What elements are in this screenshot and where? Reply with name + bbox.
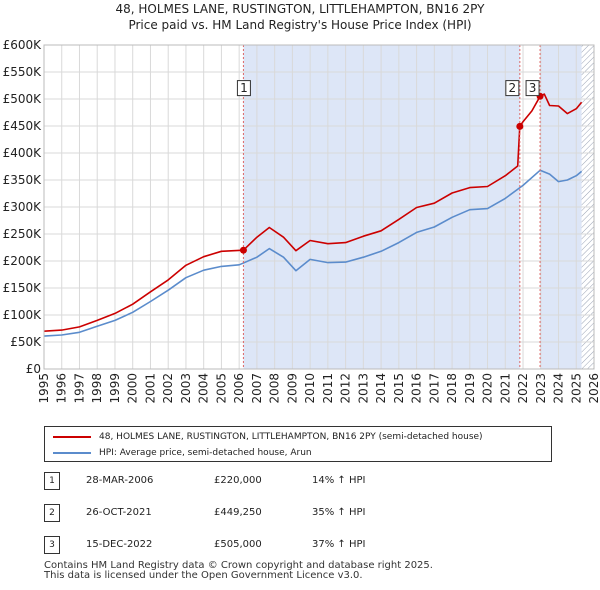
sale-row: 3 15-DEC-2022 £505,000 37% ↑ HPI	[0, 536, 600, 556]
x-tick-label: 2023	[534, 373, 548, 404]
sale-price: £505,000	[214, 539, 262, 550]
y-tick-label: £0	[26, 362, 41, 376]
x-tick-label: 2003	[179, 373, 193, 404]
x-tick-label: 1998	[90, 373, 104, 404]
sale-price: £220,000	[214, 475, 262, 486]
x-tick-label: 2021	[498, 373, 512, 404]
x-tick-label: 2004	[197, 373, 211, 404]
footer-licence: This data is licensed under the Open Gov…	[44, 570, 363, 581]
legend-swatch-hpi	[53, 452, 91, 454]
y-tick-label: £450K	[3, 119, 43, 133]
x-tick-label: 2002	[161, 373, 175, 404]
x-tick-label: 1997	[72, 373, 86, 404]
x-tick-label: 2026	[587, 373, 600, 404]
y-tick-label: £50K	[10, 335, 42, 349]
x-tick-label: 2014	[374, 373, 388, 404]
y-tick-label: £250K	[3, 227, 43, 241]
sale-number-badge: 3	[44, 536, 60, 554]
y-tick-label: £600K	[3, 38, 43, 52]
transaction-label-3: 3	[529, 81, 537, 95]
x-tick-label: 2019	[463, 373, 477, 404]
sale-date: 28-MAR-2006	[86, 475, 154, 486]
x-tick-label: 2006	[232, 373, 246, 404]
x-tick-label: 2015	[392, 373, 406, 404]
x-tick-label: 2000	[126, 373, 140, 404]
sale-number-badge: 1	[44, 472, 60, 490]
y-tick-label: £350K	[3, 173, 43, 187]
x-tick-label: 2009	[285, 373, 299, 404]
x-tick-label: 2016	[410, 373, 424, 404]
transaction-box-1	[236, 80, 251, 97]
x-tick-label: 2022	[516, 373, 530, 404]
y-tick-label: £400K	[3, 146, 43, 160]
x-tick-label: 2020	[481, 373, 495, 404]
series-line-hpi	[43, 169, 583, 337]
x-tick-label: 1995	[37, 373, 51, 404]
x-tick-label: 2010	[303, 373, 317, 404]
sale-date: 15-DEC-2022	[86, 539, 153, 550]
x-tick-label: 2005	[214, 373, 228, 404]
series-line-property	[43, 93, 583, 332]
x-tick-label: 2007	[250, 373, 264, 404]
y-tick-label: £500K	[3, 92, 43, 106]
y-tick-label: £300K	[3, 200, 43, 214]
x-tick-label: 2012	[339, 373, 353, 404]
sale-hpi-change: 35% ↑ HPI	[312, 507, 366, 518]
sale-number-badge: 2	[44, 504, 60, 522]
sale-date: 26-OCT-2021	[86, 507, 152, 518]
sale-hpi-change: 14% ↑ HPI	[312, 475, 366, 486]
x-tick-label: 2025	[569, 373, 583, 404]
sale-hpi-change: 37% ↑ HPI	[312, 539, 366, 550]
x-tick-label: 2011	[321, 373, 335, 404]
transaction-box-2	[505, 80, 520, 97]
transaction-box-3	[525, 80, 540, 97]
sale-price: £449,250	[214, 507, 262, 518]
x-tick-label: 2013	[356, 373, 370, 404]
x-tick-label: 2018	[445, 373, 459, 404]
chart-legend: 48, HOLMES LANE, RUSTINGTON, LITTLEHAMPT…	[44, 426, 552, 462]
legend-label-property: 48, HOLMES LANE, RUSTINGTON, LITTLEHAMPT…	[99, 432, 483, 442]
x-tick-label: 1999	[108, 373, 122, 404]
footer-copyright: Contains HM Land Registry data © Crown c…	[44, 560, 433, 571]
x-tick-label: 1996	[55, 373, 69, 404]
x-tick-label: 2008	[268, 373, 282, 404]
transaction-label-2: 2	[509, 81, 517, 95]
plot-frame	[43, 44, 595, 370]
x-tick-label: 2017	[427, 373, 441, 404]
transaction-label-1: 1	[240, 81, 248, 95]
y-tick-label: £100K	[3, 308, 43, 322]
x-tick-label: 2001	[143, 373, 157, 404]
sale-row: 1 28-MAR-2006 £220,000 14% ↑ HPI	[0, 472, 600, 492]
transaction-point-1	[239, 246, 247, 254]
legend-label-hpi: HPI: Average price, semi-detached house,…	[99, 448, 312, 458]
sale-row: 2 26-OCT-2021 £449,250 35% ↑ HPI	[0, 504, 600, 524]
y-tick-label: £150K	[3, 281, 43, 295]
y-tick-label: £550K	[3, 65, 43, 79]
chart-title-line2: Price paid vs. HM Land Registry's House …	[128, 18, 472, 32]
transaction-point-2	[516, 122, 524, 130]
chart-title-line1: 48, HOLMES LANE, RUSTINGTON, LITTLEHAMPT…	[115, 2, 485, 16]
legend-swatch-property	[53, 436, 91, 438]
x-tick-label: 2024	[552, 373, 566, 404]
y-tick-label: £200K	[3, 254, 43, 268]
footer-attribution: Contains HM Land Registry data © Crown c…	[44, 561, 433, 581]
